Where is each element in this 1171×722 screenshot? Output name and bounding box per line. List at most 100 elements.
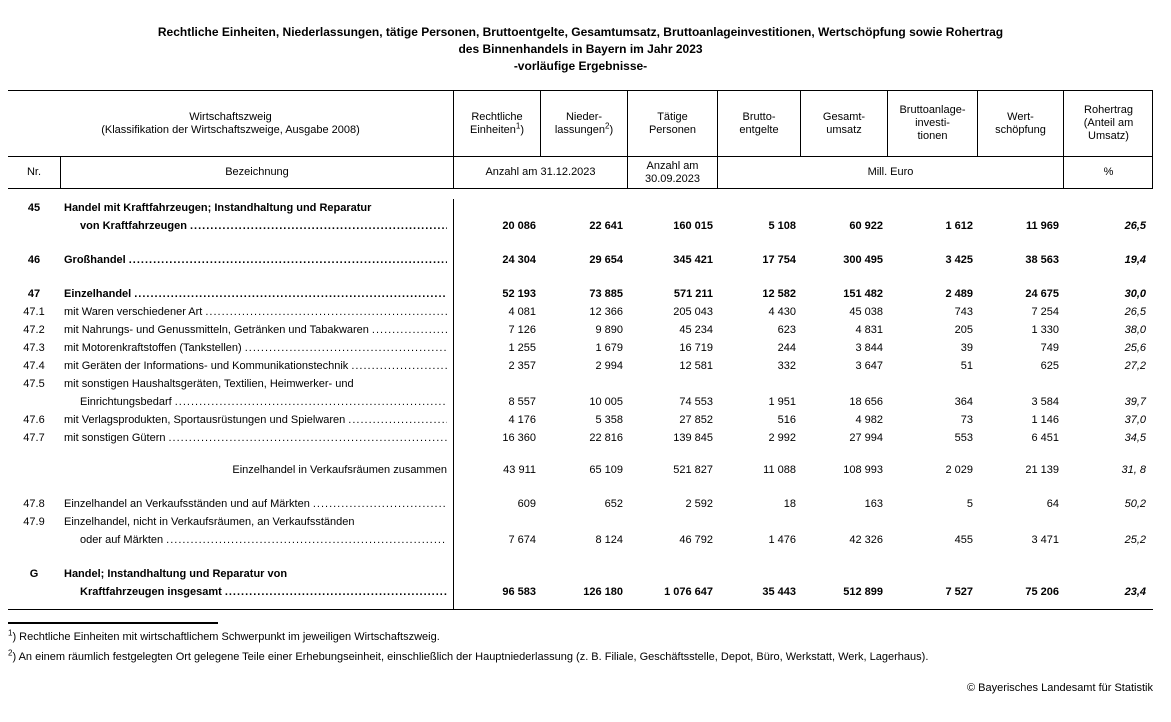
col-header-bezeichnung: Bezeichnung bbox=[60, 157, 453, 188]
cell-rohertrag-percent: 30,0 bbox=[1124, 288, 1146, 300]
cell-value: 1 255 bbox=[508, 342, 536, 354]
cell-bezeichnung: mit Waren verschiedener Art.............… bbox=[60, 303, 453, 321]
footnote-separator bbox=[8, 622, 218, 624]
cell-value: 139 845 bbox=[673, 432, 713, 444]
cell-value: 6 451 bbox=[1031, 432, 1059, 444]
cell-value: 108 993 bbox=[843, 464, 883, 476]
cell-value: 73 bbox=[960, 414, 973, 426]
dot-leader: ........................................… bbox=[166, 534, 447, 546]
col-header-percent: % bbox=[1063, 157, 1153, 188]
cell-nr: 46 bbox=[27, 254, 41, 266]
cell-value: 749 bbox=[1040, 342, 1059, 354]
cell-value: 163 bbox=[864, 498, 883, 510]
table-row: 47.8 Einzelhandel an Verkaufsständen und … bbox=[8, 495, 1153, 513]
cell-value: 73 885 bbox=[589, 288, 623, 300]
cell-value: 455 bbox=[954, 534, 973, 546]
cell-nr: 47.1 bbox=[23, 306, 45, 318]
cell-value: 35 443 bbox=[762, 586, 796, 598]
cell-bezeichnung: mit Geräten der Informations- und Kommun… bbox=[60, 357, 453, 375]
cell-value: 8 124 bbox=[595, 534, 623, 546]
table-row: 47.2 mit Nahrungs- und Genussmitteln, Get… bbox=[8, 321, 1153, 339]
cell-value: 42 326 bbox=[849, 534, 883, 546]
header-row-2: Nr. Bezeichnung Anzahl am 31.12.2023 Anz… bbox=[8, 157, 1153, 189]
cell-value: 22 816 bbox=[589, 432, 623, 444]
cell-bezeichnung: Einzelhandel, nicht in Verkaufsräumen, a… bbox=[60, 513, 453, 549]
cell-rohertrag-percent: 50,2 bbox=[1124, 498, 1146, 510]
col-header-wertschoepfung: Wert-schöpfung bbox=[977, 91, 1063, 156]
cell-value: 244 bbox=[777, 342, 796, 354]
table-row: 47.7 mit sonstigen Gütern................… bbox=[8, 429, 1153, 447]
col-header-bruttoanlageinvestitionen: Bruttoanlage-investi-tionen bbox=[887, 91, 977, 156]
title-line-3: -vorläufige Ergebnisse- bbox=[513, 59, 648, 73]
table-body: 45 Handel mit Kraftfahrzeugen; Instandhal… bbox=[8, 199, 1153, 610]
dot-leader: ........................................… bbox=[205, 306, 447, 318]
cell-value: 623 bbox=[777, 324, 796, 336]
dot-leader: ........................................… bbox=[348, 414, 447, 426]
cell-value: 609 bbox=[517, 498, 536, 510]
col-header-mill-euro: Mill. Euro bbox=[717, 157, 1063, 188]
cell-value: 1 330 bbox=[1031, 324, 1059, 336]
cell-bezeichnung: Einzelhandel............................… bbox=[60, 285, 453, 303]
cell-value: 126 180 bbox=[583, 586, 623, 598]
cell-value: 18 656 bbox=[849, 396, 883, 408]
copyright-notice: © Bayerisches Landesamt für Statistik bbox=[966, 682, 1153, 694]
cell-bezeichnung: mit Nahrungs- und Genussmitteln, Getränk… bbox=[60, 321, 453, 339]
cell-bezeichnung: mit sonstigen Haushaltsgeräten, Textilie… bbox=[60, 375, 453, 411]
cell-nr: 47 bbox=[27, 288, 41, 300]
cell-value: 151 482 bbox=[843, 288, 883, 300]
dot-leader: ........................................… bbox=[244, 342, 447, 354]
cell-value: 2 029 bbox=[945, 464, 973, 476]
cell-nr: 45 bbox=[27, 202, 41, 214]
cell-value: 3 647 bbox=[855, 360, 883, 372]
cell-rohertrag-percent: 26,5 bbox=[1124, 306, 1146, 318]
table-row: 47.3 mit Motorenkraftstoffen (Tankstellen… bbox=[8, 339, 1153, 357]
title-line-2: des Binnenhandels in Bayern im Jahr 2023 bbox=[458, 42, 703, 56]
cell-nr: 47.8 bbox=[23, 498, 45, 510]
dot-leader: ........................................… bbox=[128, 254, 447, 266]
cell-value: 11 088 bbox=[763, 464, 796, 476]
cell-value: 8 557 bbox=[508, 396, 536, 408]
dot-leader: ........................................… bbox=[168, 432, 448, 444]
footnote: 2) An einem räumlich festgelegten Ort ge… bbox=[8, 648, 929, 663]
cell-value: 60 922 bbox=[849, 220, 883, 232]
cell-rohertrag-percent: 27,2 bbox=[1124, 360, 1146, 372]
col-header-wirtschaftszweig: Wirtschaftszweig (Klassifikation der Wir… bbox=[101, 110, 360, 136]
cell-value: 2 992 bbox=[768, 432, 796, 444]
cell-value: 516 bbox=[777, 414, 796, 426]
dot-leader: ........................................… bbox=[134, 288, 447, 300]
cell-value: 160 015 bbox=[673, 220, 713, 232]
cell-rohertrag-percent: 38,0 bbox=[1124, 324, 1146, 336]
cell-value: 18 bbox=[783, 498, 796, 510]
cell-value: 5 358 bbox=[595, 414, 623, 426]
cell-value: 27 994 bbox=[849, 432, 883, 444]
cell-value: 16 360 bbox=[502, 432, 536, 444]
table-header: Wirtschaftszweig (Klassifikation der Wir… bbox=[8, 90, 1153, 189]
cell-value: 75 206 bbox=[1025, 586, 1059, 598]
dot-leader: ........................................… bbox=[189, 220, 447, 232]
cell-value: 24 675 bbox=[1025, 288, 1059, 300]
cell-value: 27 852 bbox=[679, 414, 713, 426]
cell-value: 4 176 bbox=[508, 414, 536, 426]
cell-bezeichnung: Handel mit Kraftfahrzeugen; Instandhaltu… bbox=[60, 199, 453, 235]
cell-value: 2 592 bbox=[685, 498, 713, 510]
cell-value: 1 476 bbox=[768, 534, 796, 546]
cell-value: 1 679 bbox=[595, 342, 623, 354]
cell-value: 300 495 bbox=[843, 254, 883, 266]
col-header-nr: Nr. bbox=[26, 166, 42, 178]
cell-value: 2 994 bbox=[595, 360, 623, 372]
cell-value: 521 827 bbox=[673, 464, 713, 476]
table-row: 47.6 mit Verlagsprodukten, Sportausrüstun… bbox=[8, 411, 1153, 429]
cell-value: 2 489 bbox=[945, 288, 973, 300]
col-header-taetige-personen: Tätige Personen bbox=[627, 91, 717, 156]
cell-bezeichnung: Einzelhandel in Verkaufsräumen zusammen bbox=[232, 464, 447, 476]
page-title: Rechtliche Einheiten, Niederlassungen, t… bbox=[8, 24, 1153, 75]
cell-bezeichnung: Handel; Instandhaltung und Reparatur von… bbox=[60, 565, 453, 601]
cell-value: 64 bbox=[1046, 498, 1059, 510]
cell-rohertrag-percent: 25,6 bbox=[1124, 342, 1146, 354]
table-row: 45 Handel mit Kraftfahrzeugen; Instandhal… bbox=[8, 199, 1153, 235]
table-row: 47 Einzelhandel..........................… bbox=[8, 285, 1153, 303]
cell-rohertrag-percent: 37,0 bbox=[1124, 414, 1146, 426]
table-row: 47.9 Einzelhandel, nicht in Verkaufsräume… bbox=[8, 513, 1153, 549]
cell-bezeichnung: Einzelhandel an Verkaufsständen und auf … bbox=[60, 495, 453, 513]
cell-value: 24 304 bbox=[502, 254, 536, 266]
